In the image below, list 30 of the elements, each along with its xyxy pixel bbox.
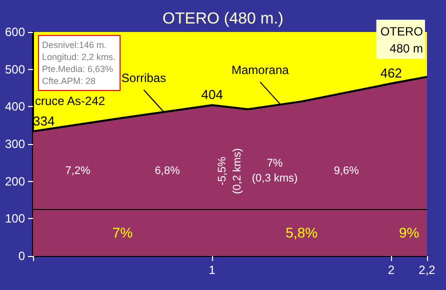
annotation: -5,5% (0,2 kms) (216, 148, 244, 194)
annotation: OTERO 480 m (380, 24, 423, 56)
x-tick-label: 1 (208, 263, 216, 277)
annotation: cruce As-242 (35, 94, 106, 108)
y-tick-label: 100 (4, 212, 26, 226)
annotation: 7% (112, 224, 133, 241)
annotation: 7% (0,3 kms) (252, 158, 298, 185)
annotation: 5,8% (286, 224, 318, 241)
y-tick-label: 500 (4, 62, 26, 76)
annotation: Mamorana (231, 63, 290, 78)
data-label: 334 (33, 113, 55, 128)
y-tick-label: 600 (4, 25, 26, 39)
x-tick-label: 2,2 (418, 263, 436, 277)
y-tick-label: 300 (4, 137, 26, 151)
annotation: 9,6% (334, 165, 360, 178)
x-tick-label: 2 (388, 263, 395, 277)
annotation: 9% (398, 224, 420, 241)
annotation: 7,2% (65, 165, 91, 178)
annotation: Cfte.APM: 28 (42, 76, 96, 86)
annotation: Longitud: 2,2 kms. (42, 52, 116, 62)
annotation: Sorribas (121, 70, 166, 85)
data-label: 404 (201, 87, 223, 102)
annotation: 6,8% (154, 165, 180, 178)
chart-title: OTERO (480 m.) (162, 10, 284, 28)
y-tick-label: 0 (18, 249, 26, 263)
data-label: 462 (380, 66, 402, 81)
y-tick-label: 200 (4, 174, 26, 188)
annotation: Desnivel:146 m. (42, 40, 107, 50)
annotation: Pte.Media: 6,63% (42, 64, 114, 74)
y-tick-label: 400 (4, 100, 26, 114)
